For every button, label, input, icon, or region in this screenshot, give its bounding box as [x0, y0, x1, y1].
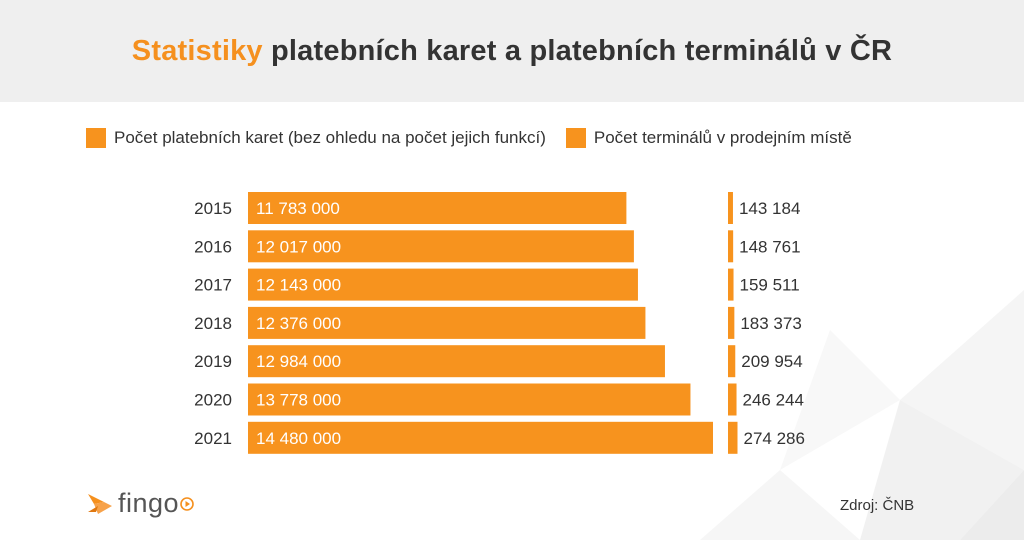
- card-bar: [248, 192, 627, 224]
- legend-item-cards: Počet platebních karet (bez ohledu na po…: [86, 128, 546, 148]
- terminal-bar: [728, 421, 738, 454]
- legend-swatch-cards: [86, 128, 106, 148]
- legend-label-cards: Počet platebních karet (bez ohledu na po…: [114, 128, 546, 147]
- year-label: 2021: [194, 429, 232, 448]
- source-note: Zdroj: ČNB: [840, 497, 915, 514]
- terminal-bar: [728, 306, 735, 339]
- terminal-bar: [728, 230, 734, 263]
- legend-label-terminals: Počet terminálů v prodejním místě: [593, 128, 852, 147]
- card-bar: [248, 383, 691, 416]
- terminal-value-label: 246 244: [743, 391, 804, 410]
- card-value-label: 12 017 000: [256, 237, 341, 256]
- card-bar: [248, 306, 646, 339]
- bird-icon: [88, 493, 112, 514]
- card-bar: [248, 345, 665, 378]
- legend-item-terminals: Počet terminálů v prodejním místě: [565, 128, 852, 148]
- terminal-bar: [728, 345, 736, 378]
- year-label: 2019: [194, 352, 232, 371]
- play-icon: [180, 496, 194, 511]
- terminal-value-label: 274 286: [744, 429, 805, 448]
- card-value-label: 13 778 000: [256, 391, 341, 410]
- card-value-label: 12 984 000: [256, 352, 341, 371]
- title-rest: platebních karet a platebních terminálů …: [262, 34, 893, 67]
- terminal-bar: [728, 383, 737, 416]
- terminal-value-label: 143 184: [739, 199, 800, 218]
- logo-text: fingo: [118, 488, 180, 518]
- year-label: 2016: [194, 237, 232, 256]
- year-label: 2018: [194, 314, 232, 333]
- year-label: 2015: [194, 199, 232, 218]
- terminal-value-label: 159 511: [740, 276, 800, 295]
- card-bar: [248, 421, 713, 454]
- title-accent: Statistiky: [131, 34, 263, 67]
- legend-swatch-terminals: [565, 128, 586, 148]
- header-band: Statistiky platebních karet a platebních…: [0, 0, 1024, 102]
- terminal-value-label: 209 954: [741, 352, 802, 371]
- card-value-label: 14 480 000: [256, 429, 341, 448]
- card-bar: [248, 230, 634, 263]
- card-value-label: 12 143 000: [256, 276, 341, 295]
- terminal-value-label: 183 373: [740, 314, 801, 333]
- terminal-bar: [728, 192, 733, 224]
- page-title: Statistiky platebních karet a platebních…: [132, 35, 892, 68]
- terminal-value-label: 148 761: [739, 237, 800, 256]
- terminal-bar: [728, 268, 734, 301]
- fingo-logo: fingo: [88, 488, 194, 519]
- card-value-label: 12 376 000: [256, 314, 341, 333]
- year-label: 2017: [194, 276, 232, 295]
- chart-legend: Počet platebních karet (bez ohledu na po…: [86, 128, 872, 148]
- year-label: 2020: [194, 391, 232, 410]
- card-bar: [248, 268, 638, 301]
- card-value-label: 11 783 000: [256, 199, 340, 218]
